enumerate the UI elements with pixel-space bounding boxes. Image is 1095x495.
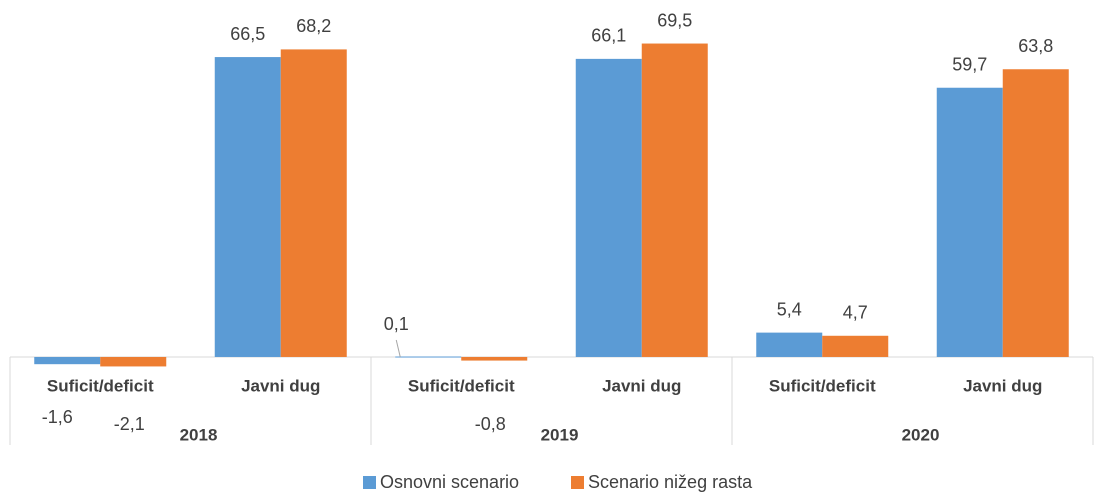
bar xyxy=(575,58,642,357)
legend-label: Scenario nižeg rasta xyxy=(588,472,753,492)
x-tick-label: Javni dug xyxy=(963,376,1042,395)
data-label: 66,1 xyxy=(591,26,626,46)
data-label: 4,7 xyxy=(843,303,868,323)
bar xyxy=(641,43,708,357)
group-label: 2019 xyxy=(541,425,579,444)
bar xyxy=(100,356,167,367)
group-label: 2018 xyxy=(180,425,218,444)
bar xyxy=(280,49,347,357)
data-label: -2,1 xyxy=(114,414,145,434)
bar xyxy=(461,356,528,361)
x-tick-label: Javni dug xyxy=(241,376,320,395)
legend-swatch xyxy=(363,476,376,489)
bar xyxy=(822,335,889,357)
bar xyxy=(936,87,1003,357)
legend-swatch xyxy=(571,476,584,489)
x-tick-label: Suficit/deficit xyxy=(769,376,876,395)
data-label: 59,7 xyxy=(952,54,987,74)
data-label: 69,5 xyxy=(657,10,692,30)
data-label: 63,8 xyxy=(1018,36,1053,56)
x-tick-label: Suficit/deficit xyxy=(408,376,515,395)
leader-line xyxy=(395,339,401,358)
group-label: 2020 xyxy=(902,425,940,444)
data-label: 66,5 xyxy=(230,24,265,44)
data-label: -0,8 xyxy=(475,414,506,434)
x-tick-label: Javni dug xyxy=(602,376,681,395)
data-label: 68,2 xyxy=(296,16,331,36)
data-label: 0,1 xyxy=(384,314,409,334)
bar xyxy=(34,356,101,365)
bar xyxy=(1002,69,1069,357)
data-label: 5,4 xyxy=(777,299,802,319)
bar xyxy=(395,356,462,358)
legend-label: Osnovni scenario xyxy=(380,472,519,492)
bar xyxy=(214,57,281,357)
x-tick-label: Suficit/deficit xyxy=(47,376,154,395)
bar xyxy=(756,332,823,357)
data-label: -1,6 xyxy=(42,407,73,427)
